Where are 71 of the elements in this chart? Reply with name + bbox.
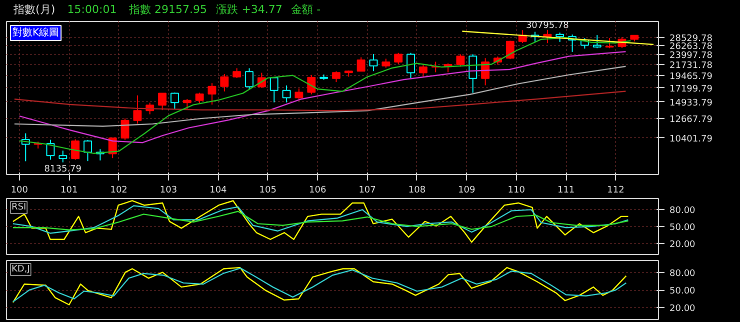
y-tick-label: 17199.79: [670, 84, 713, 94]
x-tick-label: 102: [110, 186, 128, 196]
x-tick-label: 111: [557, 186, 575, 196]
x-tick-label: 112: [607, 186, 624, 196]
chart-title: 指數(月): [12, 3, 56, 16]
x-tick-label: 110: [508, 186, 526, 196]
x-tick-label: 108: [408, 186, 426, 196]
y-tick-label: 50.00: [670, 286, 696, 296]
y-tick-label: 19465.79: [670, 72, 713, 82]
y-tick-label: 20.00: [670, 240, 696, 250]
y-tick-label: 23997.78: [670, 51, 713, 62]
candlestick: [158, 92, 167, 111]
chart-title: KD,J: [12, 264, 30, 274]
x-tick-label: 103: [160, 186, 178, 196]
candlestick: [556, 32, 564, 42]
candlestick: [369, 54, 378, 72]
text: RSI: [12, 202, 26, 212]
line-series: [18, 36, 632, 154]
candlestick: [220, 73, 229, 92]
y-tick-label: 12667.79: [670, 114, 713, 125]
text: 指數 29157.95: [128, 3, 207, 16]
candlestick: [170, 92, 179, 110]
text: 15:00:01: [67, 3, 117, 16]
candlestick: [208, 82, 216, 106]
annotation: 8135.79: [44, 164, 82, 174]
x-tick-label: 100: [10, 186, 28, 196]
annotation: 30795.78: [526, 20, 570, 31]
candlestick: [332, 70, 340, 83]
candlestick: [356, 56, 366, 72]
x-tick-label: 104: [210, 186, 228, 196]
y-tick-label: 20.00: [670, 304, 696, 314]
y-tick-label: 14933.79: [670, 98, 713, 108]
x-tick-label: 106: [309, 186, 326, 196]
candlestick: [456, 54, 465, 68]
y-tick-label: 50.00: [670, 223, 696, 233]
candlestick: [232, 68, 242, 78]
candlestick: [245, 68, 254, 90]
x-tick-label: 101: [60, 186, 78, 196]
candlestick: [605, 37, 614, 49]
y-tick-label: 26263.78: [670, 42, 713, 52]
candlestick: [294, 88, 304, 102]
y-tick-label: 80.00: [670, 206, 696, 216]
line-series: [12, 210, 629, 230]
candlestick: [84, 139, 92, 162]
candlestick: [592, 34, 602, 49]
text: 漲跌 +34.77: [216, 3, 282, 16]
text: 金額 -: [291, 3, 321, 16]
line-series: [14, 66, 626, 127]
y-tick-label: 21731.78: [670, 61, 713, 72]
candlestick: [182, 98, 192, 110]
line-series: [14, 90, 626, 112]
candlestick: [506, 40, 514, 60]
candlestick: [468, 54, 478, 94]
x-tick-label: 105: [259, 186, 276, 196]
candlestick: [120, 118, 130, 140]
y-tick-label: 80.00: [670, 268, 696, 279]
candlestick: [195, 92, 204, 104]
x-tick-label: 107: [358, 186, 376, 196]
y-tick-label: 10401.79: [670, 134, 713, 144]
candlestick: [282, 84, 291, 103]
candlestick: [133, 94, 142, 124]
candlestick: [418, 63, 428, 78]
x-tick-label: 109: [458, 186, 476, 196]
candlestick: [307, 74, 316, 95]
candlestick: [58, 150, 68, 163]
candlestick: [406, 52, 415, 79]
candlestick: [71, 138, 80, 160]
candlestick: [270, 76, 278, 103]
candlestick: [394, 52, 403, 65]
text: 對數K線圖: [12, 26, 60, 38]
candlestick: [382, 58, 390, 68]
